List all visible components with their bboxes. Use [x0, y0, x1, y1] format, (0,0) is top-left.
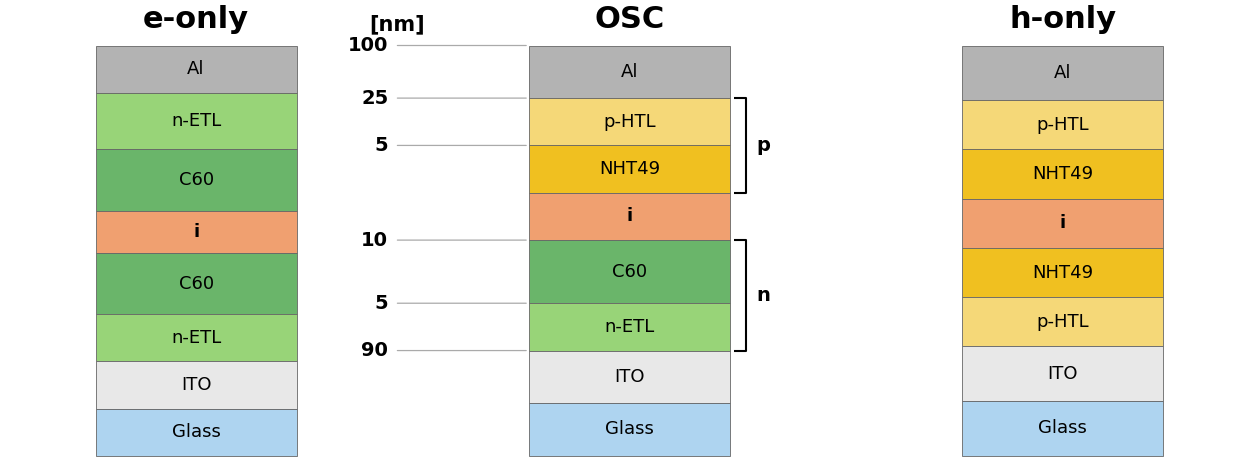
Text: p: p — [757, 136, 771, 155]
Text: Al: Al — [1054, 64, 1071, 82]
Text: p-HTL: p-HTL — [1036, 313, 1089, 331]
Text: 10: 10 — [361, 230, 388, 249]
Bar — [962, 100, 1163, 149]
Text: C60: C60 — [179, 275, 214, 293]
Text: ITO: ITO — [614, 368, 645, 386]
Text: Al: Al — [621, 63, 638, 81]
Text: n-ETL: n-ETL — [171, 112, 222, 130]
Text: 5: 5 — [375, 294, 388, 313]
Text: ITO: ITO — [1047, 365, 1078, 383]
Text: Glass: Glass — [1039, 419, 1088, 437]
Text: C60: C60 — [612, 263, 647, 281]
Bar — [962, 347, 1163, 401]
Bar — [962, 401, 1163, 456]
Bar — [96, 149, 297, 210]
Bar — [529, 98, 730, 146]
Text: n-ETL: n-ETL — [171, 329, 222, 347]
Bar — [962, 297, 1163, 347]
Bar — [529, 193, 730, 240]
Bar — [96, 361, 297, 408]
Text: Glass: Glass — [606, 420, 653, 438]
Bar — [962, 46, 1163, 100]
Text: Al: Al — [188, 60, 205, 78]
Text: C60: C60 — [179, 171, 214, 189]
Text: p-HTL: p-HTL — [1036, 116, 1089, 134]
Text: NHT49: NHT49 — [1032, 165, 1094, 183]
Text: ITO: ITO — [181, 376, 212, 394]
Bar — [96, 314, 297, 361]
Bar — [96, 93, 297, 149]
Text: 5: 5 — [375, 136, 388, 155]
Text: h-only: h-only — [1010, 5, 1117, 34]
Text: OSC: OSC — [594, 5, 665, 34]
Text: 25: 25 — [361, 89, 388, 108]
Bar — [96, 408, 297, 456]
Bar — [962, 198, 1163, 248]
Bar — [96, 210, 297, 253]
Text: p-HTL: p-HTL — [603, 113, 656, 131]
Text: 100: 100 — [347, 36, 388, 55]
Bar — [96, 46, 297, 93]
Text: i: i — [193, 223, 199, 241]
Bar — [529, 146, 730, 193]
Bar — [962, 248, 1163, 297]
Bar — [529, 350, 730, 403]
Text: i: i — [1060, 214, 1066, 232]
Text: NHT49: NHT49 — [599, 160, 660, 178]
Bar — [529, 240, 730, 303]
Text: e-only: e-only — [144, 5, 249, 34]
Text: [nm]: [nm] — [369, 14, 424, 34]
Bar — [962, 149, 1163, 198]
Text: i: i — [627, 208, 632, 226]
Text: n-ETL: n-ETL — [604, 318, 655, 336]
Bar — [96, 253, 297, 314]
Text: n: n — [757, 286, 771, 305]
Text: NHT49: NHT49 — [1032, 264, 1094, 281]
Bar — [529, 303, 730, 350]
Bar — [529, 403, 730, 456]
Bar — [529, 46, 730, 98]
Text: Glass: Glass — [171, 423, 220, 441]
Text: 90: 90 — [361, 341, 388, 360]
